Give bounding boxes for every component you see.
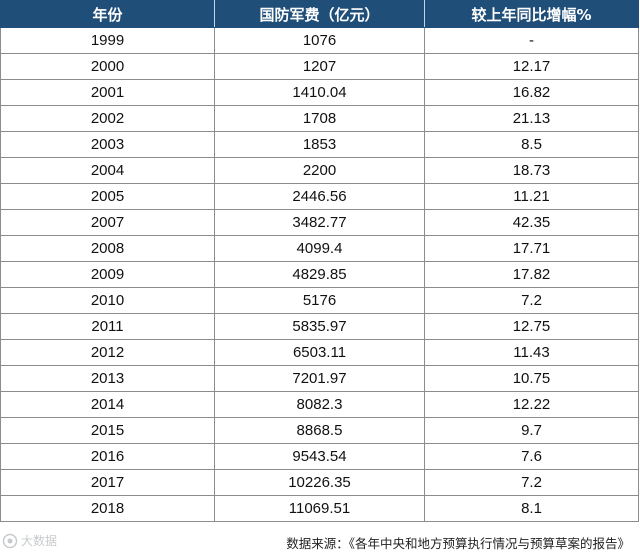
defense-budget-table: 年份 国防军费（亿元） 较上年同比增幅% 1999 1076 - 2000 12… <box>0 0 639 522</box>
table-row: 2018 11069.51 8.1 <box>0 495 639 522</box>
year-cell: 2010 <box>0 287 215 314</box>
table-row: 1999 1076 - <box>0 27 639 54</box>
watermark-logo: 大数据 <box>2 532 57 549</box>
growth-cell: 8.5 <box>424 131 639 158</box>
growth-cell: 12.22 <box>424 391 639 418</box>
table-row: 2012 6503.11 11.43 <box>0 339 639 366</box>
budget-cell: 1708 <box>214 105 425 132</box>
table-row: 2008 4099.4 17.71 <box>0 235 639 262</box>
table-header: 年份 国防军费（亿元） 较上年同比增幅% <box>0 0 639 28</box>
table-row: 2010 5176 7.2 <box>0 287 639 314</box>
table-row: 2009 4829.85 17.82 <box>0 261 639 288</box>
table-row: 2004 2200 18.73 <box>0 157 639 184</box>
header-year: 年份 <box>0 0 215 28</box>
growth-cell: 12.75 <box>424 313 639 340</box>
budget-cell: 11069.51 <box>214 495 425 522</box>
budget-cell: 3482.77 <box>214 209 425 236</box>
growth-cell: 42.35 <box>424 209 639 236</box>
year-cell: 2008 <box>0 235 215 262</box>
table-row: 2005 2446.56 11.21 <box>0 183 639 210</box>
table-row: 2013 7201.97 10.75 <box>0 365 639 392</box>
growth-cell: 17.71 <box>424 235 639 262</box>
budget-cell: 4099.4 <box>214 235 425 262</box>
table-row: 2015 8868.5 9.7 <box>0 417 639 444</box>
year-cell: 2005 <box>0 183 215 210</box>
table-row: 2001 1410.04 16.82 <box>0 79 639 106</box>
year-cell: 1999 <box>0 27 215 54</box>
budget-cell: 1410.04 <box>214 79 425 106</box>
budget-cell: 1207 <box>214 53 425 80</box>
budget-cell: 10226.35 <box>214 469 425 496</box>
data-source-note: 数据来源：《各年中央和地方预算执行情况与预算草案的报告》 <box>286 536 630 551</box>
year-cell: 2001 <box>0 79 215 106</box>
growth-cell: 11.43 <box>424 339 639 366</box>
budget-cell: 5176 <box>214 287 425 314</box>
table-row: 2007 3482.77 42.35 <box>0 209 639 236</box>
table-row: 2016 9543.54 7.6 <box>0 443 639 470</box>
budget-cell: 1853 <box>214 131 425 158</box>
year-cell: 2004 <box>0 157 215 184</box>
year-cell: 2003 <box>0 131 215 158</box>
table-row: 2003 1853 8.5 <box>0 131 639 158</box>
year-cell: 2012 <box>0 339 215 366</box>
table-row: 2002 1708 21.13 <box>0 105 639 132</box>
year-cell: 2018 <box>0 495 215 522</box>
growth-cell: 12.17 <box>424 53 639 80</box>
growth-cell: 21.13 <box>424 105 639 132</box>
table-row: 2014 8082.3 12.22 <box>0 391 639 418</box>
header-defense-budget: 国防军费（亿元） <box>214 0 425 28</box>
year-cell: 2009 <box>0 261 215 288</box>
year-cell: 2000 <box>0 53 215 80</box>
budget-cell: 6503.11 <box>214 339 425 366</box>
year-cell: 2017 <box>0 469 215 496</box>
growth-cell: 7.2 <box>424 469 639 496</box>
table-body: 1999 1076 - 2000 1207 12.17 2001 1410.04… <box>0 27 639 522</box>
budget-cell: 2446.56 <box>214 183 425 210</box>
budget-cell: 8868.5 <box>214 417 425 444</box>
year-cell: 2015 <box>0 417 215 444</box>
table-row: 2011 5835.97 12.75 <box>0 313 639 340</box>
budget-cell: 1076 <box>214 27 425 54</box>
growth-cell: - <box>424 27 639 54</box>
table-row: 2000 1207 12.17 <box>0 53 639 80</box>
watermark-icon <box>2 533 18 548</box>
growth-cell: 11.21 <box>424 183 639 210</box>
budget-cell: 2200 <box>214 157 425 184</box>
table-row: 2017 10226.35 7.2 <box>0 469 639 496</box>
watermark-text: 大数据 <box>21 534 58 548</box>
growth-cell: 16.82 <box>424 79 639 106</box>
growth-cell: 7.2 <box>424 287 639 314</box>
growth-cell: 8.1 <box>424 495 639 522</box>
growth-cell: 10.75 <box>424 365 639 392</box>
year-cell: 2016 <box>0 443 215 470</box>
year-cell: 2007 <box>0 209 215 236</box>
budget-cell: 8082.3 <box>214 391 425 418</box>
growth-cell: 7.6 <box>424 443 639 470</box>
growth-cell: 18.73 <box>424 157 639 184</box>
header-row: 年份 国防军费（亿元） 较上年同比增幅% <box>0 0 639 28</box>
budget-cell: 7201.97 <box>214 365 425 392</box>
header-yoy-growth: 较上年同比增幅% <box>424 0 639 28</box>
defense-budget-table-container: 年份 国防军费（亿元） 较上年同比增幅% 1999 1076 - 2000 12… <box>0 0 639 522</box>
year-cell: 2002 <box>0 105 215 132</box>
year-cell: 2013 <box>0 365 215 392</box>
growth-cell: 17.82 <box>424 261 639 288</box>
budget-cell: 4829.85 <box>214 261 425 288</box>
budget-cell: 9543.54 <box>214 443 425 470</box>
growth-cell: 9.7 <box>424 417 639 444</box>
year-cell: 2011 <box>0 313 215 340</box>
budget-cell: 5835.97 <box>214 313 425 340</box>
year-cell: 2014 <box>0 391 215 418</box>
